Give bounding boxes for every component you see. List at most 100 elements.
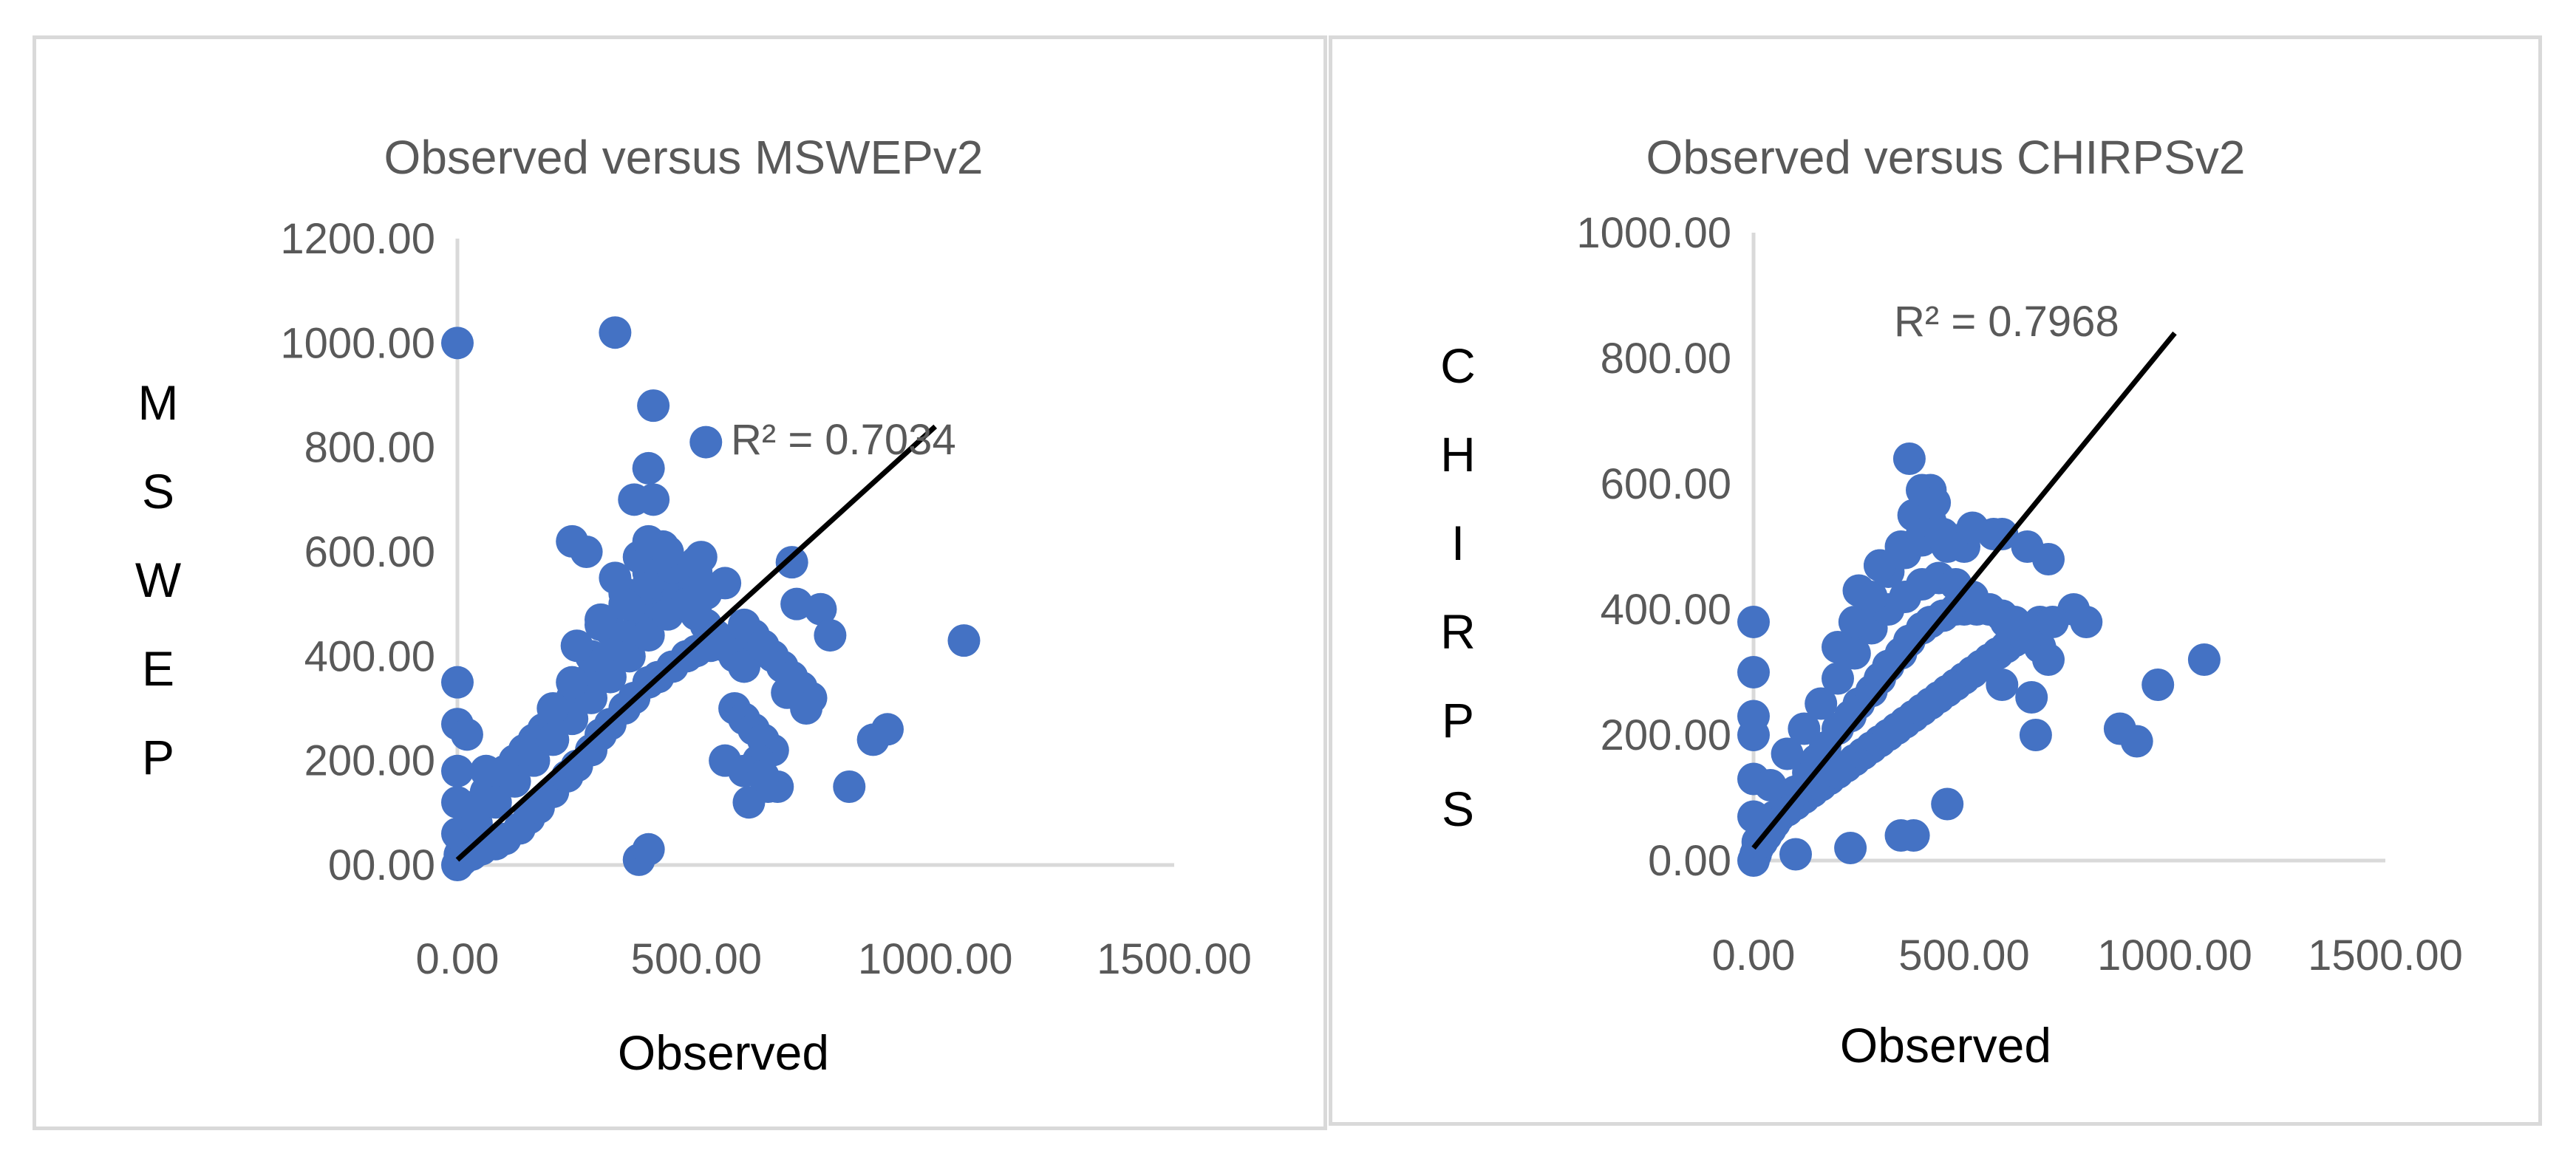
- scatter-point: [2141, 669, 2175, 701]
- x-tick-label: 1000.00: [2097, 931, 2252, 979]
- scatter-point: [637, 389, 670, 423]
- y-axis-title-letter: W: [135, 553, 182, 607]
- trendline: [455, 424, 938, 862]
- scatter-point: [1822, 662, 1854, 695]
- scatter-point: [608, 587, 641, 620]
- y-tick-label: 800.00: [1601, 335, 1731, 383]
- y-tick-label: 400.00: [1601, 586, 1731, 634]
- y-axis-title-letter: P: [1442, 693, 1474, 748]
- scatter-point: [460, 807, 493, 840]
- x-tick-label: 0.00: [1712, 931, 1796, 979]
- scatter-point: [536, 723, 570, 756]
- scatter-point: [632, 833, 665, 866]
- y-tick-label: 0.00: [1648, 837, 1731, 885]
- scatter-point: [1834, 832, 1867, 864]
- scatter-point: [632, 619, 665, 652]
- scatter-point: [1986, 518, 2019, 550]
- y-axis-title-letter: H: [1440, 427, 1476, 482]
- scatter-point: [556, 666, 589, 699]
- scatter-point: [2019, 719, 2052, 751]
- scatter-point: [814, 619, 847, 652]
- scatter-point: [1884, 536, 1918, 570]
- scatter-point: [1838, 606, 1871, 638]
- scatter-point: [684, 541, 718, 574]
- x-axis-title: Observed: [1840, 1018, 2051, 1073]
- scatter-point: [732, 786, 766, 819]
- scatter-point: [709, 567, 742, 600]
- scatter-point: [1822, 631, 1854, 663]
- scatter-point: [498, 765, 531, 798]
- y-tick-label: 200.00: [304, 737, 435, 785]
- scatter-point: [804, 592, 837, 626]
- y-tick-label: 600.00: [1601, 460, 1731, 508]
- scatter-point: [599, 561, 632, 595]
- scatter-point: [746, 759, 780, 793]
- scatter-point: [2036, 606, 2069, 638]
- y-tick-label: 1000.00: [280, 319, 435, 367]
- chart-title: Observed versus MSWEPv2: [384, 131, 984, 184]
- y-axis-title-letter: E: [142, 641, 174, 696]
- chart-mswep-svg: Observed versus MSWEPv2 00.00 200.00 400.00…: [135, 131, 1252, 1080]
- scatter-point: [536, 692, 570, 725]
- scatter-point: [1892, 442, 1926, 475]
- y-axis-title-letter: I: [1451, 516, 1465, 570]
- x-tick-label: 500.00: [1898, 931, 2029, 979]
- scatter-point: [1931, 530, 1964, 563]
- scatter-point: [1779, 838, 1812, 871]
- y-axis-title-letter: M: [138, 375, 179, 430]
- y-axis-title-letter: P: [142, 730, 174, 784]
- y-tick-label: 1000.00: [1576, 209, 1731, 257]
- scatter-points: [1737, 442, 2221, 877]
- scatter-point: [469, 754, 502, 787]
- scatter-point: [479, 786, 512, 819]
- scatter-point: [1897, 819, 1930, 852]
- scatter-point: [613, 640, 646, 673]
- scatter-point: [1805, 687, 1838, 720]
- r-squared-label: R² = 0.7968: [1894, 298, 2119, 346]
- scatter-point: [775, 546, 808, 579]
- scatter-point: [1918, 486, 1952, 519]
- scatter-point: [1737, 700, 1770, 733]
- scatter-point: [632, 451, 665, 485]
- scatter-point: [632, 567, 665, 600]
- scatter-point: [2015, 681, 2048, 714]
- y-tick-label: 200.00: [1601, 711, 1731, 759]
- x-tick-label: 1500.00: [1097, 935, 1252, 983]
- scatter-point: [570, 536, 603, 568]
- scatter-point: [947, 624, 981, 657]
- y-tick-label: 1200.00: [280, 215, 435, 263]
- scatter-point: [618, 483, 651, 516]
- chart-panel-mswep: Observed versus MSWEPv2 00.00 200.00 400.00…: [33, 35, 1327, 1130]
- scatter-point: [441, 786, 474, 819]
- x-tick-label: 0.00: [416, 935, 500, 983]
- y-tick-label: 00.00: [328, 841, 435, 889]
- scatter-point: [2032, 643, 2065, 676]
- y-axis-title-letter: R: [1440, 604, 1476, 659]
- scatter-point: [2006, 618, 2040, 651]
- scatter-point: [1986, 669, 2019, 701]
- scatter-point: [728, 650, 760, 683]
- scatter-point: [1788, 712, 1821, 745]
- y-tick-label: 600.00: [304, 528, 435, 576]
- scatter-point: [689, 425, 723, 459]
- scatter-point: [1754, 769, 1787, 801]
- y-axis-title-letter: S: [1442, 782, 1474, 836]
- x-tick-label: 500.00: [631, 935, 762, 983]
- scatter-point: [1737, 606, 1770, 638]
- x-tick-label: 1000.00: [858, 935, 1013, 983]
- scatter-point: [2187, 643, 2221, 676]
- y-axis-title-letter: C: [1440, 338, 1476, 393]
- scatter-point: [651, 536, 684, 568]
- scatter-point: [441, 754, 474, 787]
- scatter-point: [1931, 787, 1964, 821]
- chart-panel-chirps: Observed versus CHIRPSv2 0.00 200.00 400.00…: [1329, 35, 2542, 1126]
- scatter-point: [585, 608, 617, 641]
- scatter-point: [441, 326, 474, 360]
- r-squared-label: R² = 0.7034: [731, 416, 956, 464]
- scatter-point: [833, 770, 866, 803]
- scatter-point: [2070, 606, 2103, 638]
- chart-chirps-svg: Observed versus CHIRPSv2 0.00 200.00 400.00…: [1440, 131, 2463, 1073]
- scatter-point: [2032, 543, 2065, 575]
